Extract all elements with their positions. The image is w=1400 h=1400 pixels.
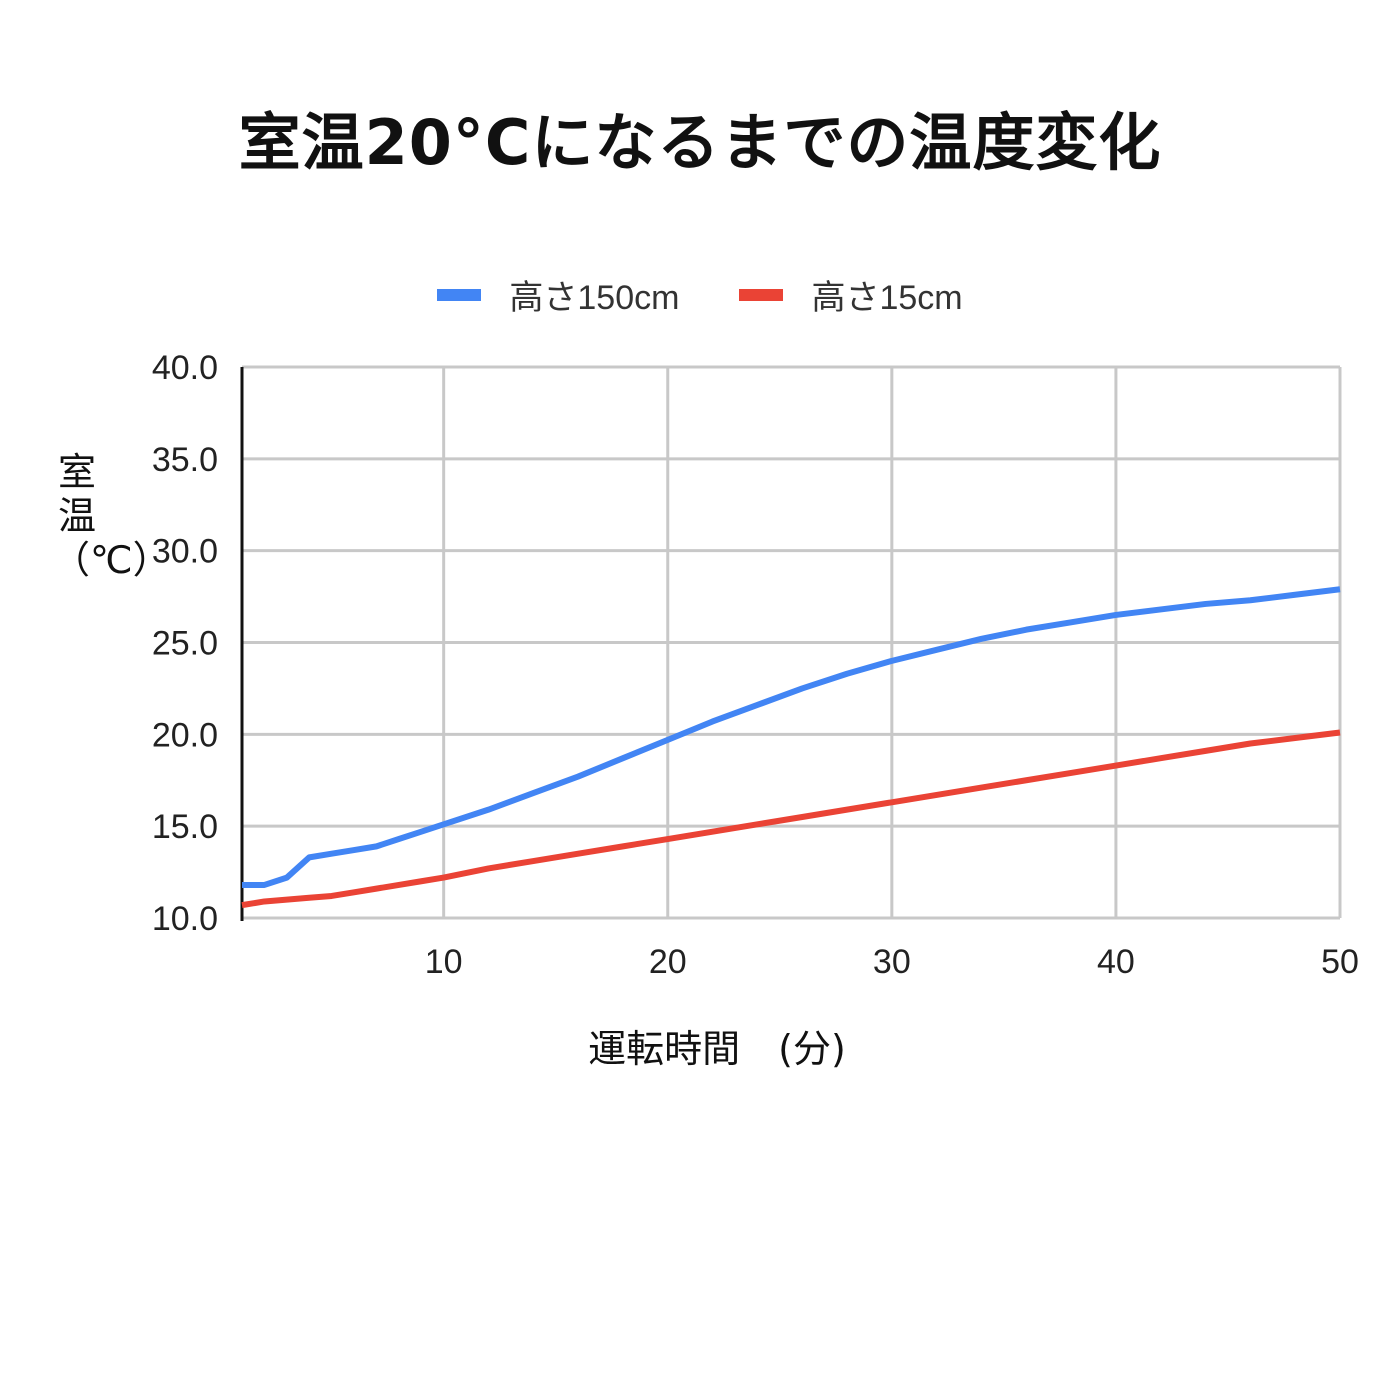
legend-item-150cm: 高さ150cm: [437, 270, 679, 319]
x-tick-label: 30: [873, 943, 911, 981]
y-tick-label: 40.0: [152, 349, 218, 387]
legend-swatch-blue: [437, 288, 482, 301]
legend: 高さ150cm 高さ15cm: [0, 270, 1400, 319]
y-tick-label: 10.0: [152, 900, 218, 938]
legend-label: 高さ150cm: [509, 279, 680, 317]
legend-swatch-red: [739, 288, 784, 301]
legend-item-15cm: 高さ15cm: [739, 270, 963, 319]
legend-label: 高さ15cm: [811, 279, 963, 317]
series-line-1: [241, 729, 1341, 909]
y-tick-label: 35.0: [152, 441, 218, 479]
series-line-0: [242, 586, 1341, 888]
x-tick-label: 50: [1321, 943, 1359, 981]
x-tick-label: 10: [425, 943, 463, 981]
y-tick-label: 15.0: [152, 808, 218, 846]
x-tick-label: 20: [649, 943, 687, 981]
y-tick-label: 25.0: [152, 625, 218, 663]
chart-title: 室温20°Cになるまでの温度変化: [238, 106, 1162, 179]
x-axis-label: 運転時間 (分): [588, 1027, 846, 1071]
y-tick-label: 20.0: [152, 716, 218, 754]
y-tick-label: 30.0: [152, 533, 218, 571]
x-tick-label: 40: [1097, 943, 1135, 981]
